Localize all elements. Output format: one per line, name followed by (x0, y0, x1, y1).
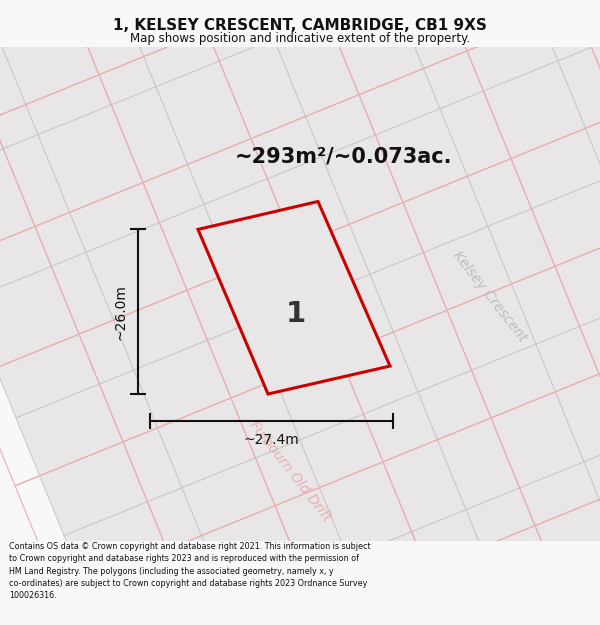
Polygon shape (466, 462, 600, 625)
Text: 1, KELSEY CRESCENT, CAMBRIDGE, CB1 9XS: 1, KELSEY CRESCENT, CAMBRIDGE, CB1 9XS (113, 18, 487, 32)
Polygon shape (198, 201, 390, 394)
Polygon shape (86, 204, 252, 370)
Polygon shape (252, 274, 418, 440)
Text: Kelsey Crescent: Kelsey Crescent (451, 248, 530, 344)
Polygon shape (558, 13, 600, 179)
Polygon shape (0, 253, 134, 418)
Polygon shape (0, 17, 38, 182)
Polygon shape (182, 440, 348, 606)
Polygon shape (418, 344, 584, 510)
Polygon shape (156, 39, 322, 204)
Polygon shape (16, 370, 182, 536)
Polygon shape (38, 87, 204, 252)
Polygon shape (134, 322, 300, 488)
Polygon shape (300, 392, 466, 558)
Polygon shape (0, 134, 86, 300)
Polygon shape (348, 510, 514, 625)
Text: ~293m²/~0.073ac.: ~293m²/~0.073ac. (235, 147, 452, 167)
Text: 1: 1 (286, 300, 306, 328)
Polygon shape (204, 157, 370, 322)
Polygon shape (64, 488, 230, 625)
Polygon shape (392, 0, 558, 109)
Polygon shape (108, 0, 274, 87)
Text: ~26.0m: ~26.0m (114, 284, 128, 339)
Polygon shape (322, 109, 488, 274)
Polygon shape (370, 226, 536, 392)
Polygon shape (584, 414, 600, 579)
Text: Contains OS data © Crown copyright and database right 2021. This information is : Contains OS data © Crown copyright and d… (9, 542, 371, 600)
Polygon shape (274, 0, 440, 157)
Text: Fulbourn Old Drift: Fulbourn Old Drift (247, 418, 334, 524)
Polygon shape (440, 61, 600, 226)
Polygon shape (510, 0, 600, 61)
Text: Map shows position and indicative extent of the property.: Map shows position and indicative extent… (130, 32, 470, 45)
Text: ~27.4m: ~27.4m (244, 433, 299, 447)
Polygon shape (536, 296, 600, 462)
Polygon shape (0, 0, 156, 134)
Polygon shape (488, 179, 600, 344)
